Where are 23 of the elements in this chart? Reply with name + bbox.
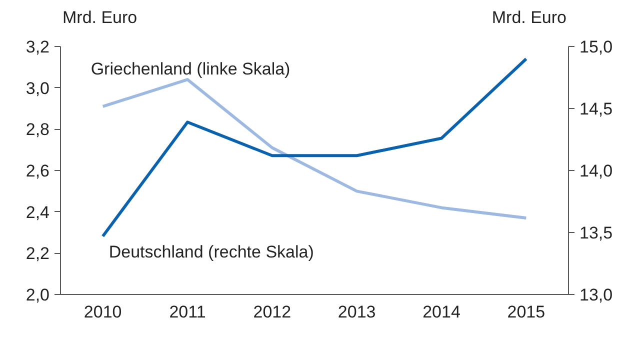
x-tick-label: 2014 <box>422 302 460 322</box>
y-tick-label: 3,2 <box>26 38 50 56</box>
y-tick-label: 2,2 <box>26 244 50 264</box>
y-axis-title: Mrd. Euro <box>62 8 138 27</box>
y-tick-label: 2,4 <box>26 202 50 222</box>
y-tick-label: 3,0 <box>26 78 50 98</box>
line-series <box>101 78 528 220</box>
x-tick-label: 2010 <box>84 302 122 322</box>
x-tick-label: 2012 <box>253 302 292 322</box>
x-tick-label: 2011 <box>169 302 206 322</box>
x-tick-label: 2015 <box>507 302 546 322</box>
y2-tick-label: 15,0 <box>580 38 613 56</box>
y2-axis-title: Mrd. Euro <box>492 8 567 27</box>
y2-tick-label: 14,0 <box>580 162 613 180</box>
x-tick-label: 2013 <box>338 302 376 322</box>
y-tick-label: 2,8 <box>26 120 50 140</box>
series-label: Deutschland (rechte Skala) <box>108 242 314 262</box>
y-tick-label: 2,6 <box>26 162 50 180</box>
y2-tick-label: 13,0 <box>580 286 613 304</box>
y-tick-label: 2,0 <box>26 286 50 304</box>
series-label: Griechenland (linke Skala) <box>90 59 290 78</box>
y2-tick-label: 14,5 <box>580 100 613 118</box>
y2-tick-label: 13,5 <box>580 224 613 242</box>
